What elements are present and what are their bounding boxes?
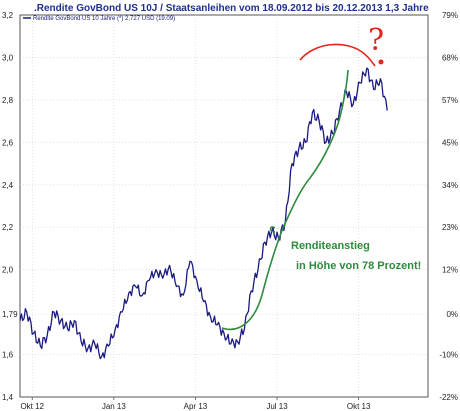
x-tick-label: Okt 12 [20, 402, 44, 411]
x-tick-label: Apr 13 [184, 402, 208, 411]
y-right-tick-label: 79% [442, 11, 458, 20]
y-left-tick-label: 1,79 [2, 310, 18, 319]
y-right-tick-label: 68% [442, 53, 458, 62]
y-left-tick-label: 3,2 [2, 11, 14, 20]
y-left-tick-label: 2,6 [2, 138, 14, 147]
growth-arrow-curve [221, 69, 349, 331]
y-right-tick-label: 12% [442, 266, 458, 275]
x-tick-label: Jul 13 [266, 402, 288, 411]
growth-curve-loop [269, 226, 276, 233]
question-mark-dot [378, 59, 384, 65]
x-tick-label: Jan 13 [102, 402, 127, 411]
annotation-line-1: Renditeanstieg [291, 240, 370, 252]
y-left-tick-label: 3,0 [2, 53, 14, 62]
y-right-tick-label: 45% [442, 138, 458, 147]
y-axis-left-ticks: 1,4 1,6 1,79 2,0 2,2 2,4 2,6 2,8 3,0 3,2 [2, 11, 18, 402]
legend: Rendite GovBond US 10 Jahre (*) 2,727 US… [23, 16, 175, 22]
y-right-tick-label: 23% [442, 223, 458, 232]
y-right-tick-label: 34% [442, 181, 458, 190]
question-mark: ? [368, 23, 384, 58]
x-tick-label: Okt 13 [347, 402, 371, 411]
y-right-tick-label: 57% [442, 96, 458, 105]
series-line [19, 67, 388, 360]
y-left-tick-label: 1,4 [2, 393, 14, 402]
y-left-tick-label: 2,0 [2, 266, 14, 275]
y-right-tick-label: -22% [439, 393, 458, 402]
annotation-line-2: in Höhe von 78 Prozent! [296, 260, 421, 272]
peak-arc [299, 43, 376, 67]
y-left-tick-label: 2,8 [2, 96, 14, 105]
x-axis-ticks: Okt 12 Jan 13 Apr 13 Jul 13 Okt 13 [20, 397, 371, 411]
chart-title: .Rendite GovBond US 10J / Staatsanleihen… [34, 3, 429, 14]
y-left-tick-label: 2,4 [2, 181, 14, 190]
y-right-tick-label: 0% [446, 310, 458, 319]
y-left-tick-label: 1,6 [2, 351, 14, 360]
y-right-tick-label: -10% [439, 351, 458, 360]
y-axis-right-ticks: -22% -10% 0% 12% 23% 34% 45% 57% 68% 79% [439, 11, 458, 402]
series-group [19, 67, 388, 360]
legend-label: Rendite GovBond US 10 Jahre (*) 2,727 US… [33, 16, 175, 22]
y-left-tick-label: 2,2 [2, 223, 14, 232]
